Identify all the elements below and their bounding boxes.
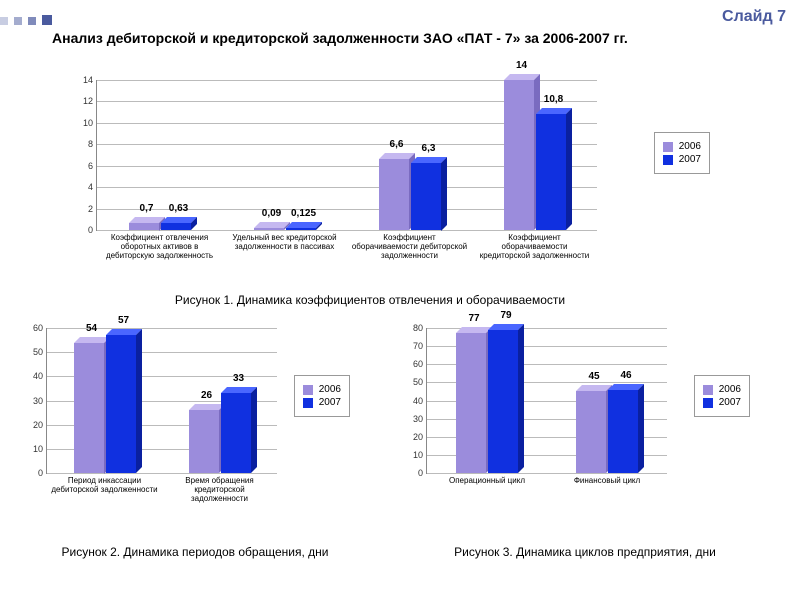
legend-2006: 2006: [719, 384, 741, 395]
legend-2006: 2006: [679, 141, 701, 152]
chart-2-caption: Рисунок 2. Динамика периодов обращения, …: [10, 545, 380, 559]
slide-number: Слайд 7: [722, 8, 786, 26]
legend-2007: 2007: [679, 154, 701, 165]
page-title: Анализ дебиторской и кредиторской задолж…: [52, 30, 786, 47]
chart-1-plot: 024681012140,70,63Коэффициент отвлечения…: [96, 80, 597, 231]
chart-3-plot: 010203040506070807779Операционный цикл45…: [426, 328, 667, 474]
legend-2007: 2007: [719, 397, 741, 408]
chart-3-legend: 2006 2007: [694, 375, 750, 417]
legend-2006: 2006: [319, 384, 341, 395]
legend-2007: 2007: [319, 397, 341, 408]
chart-3: 010203040506070807779Операционный цикл45…: [400, 320, 780, 550]
chart-1-legend: 2006 2007: [654, 132, 710, 174]
chart-2-legend: 2006 2007: [294, 375, 350, 417]
decorative-squares: [0, 12, 58, 30]
chart-3-caption: Рисунок 3. Динамика циклов предприятия, …: [400, 545, 770, 559]
chart-2-plot: 01020304050605457Период инкассации дебит…: [46, 328, 277, 474]
chart-2: 01020304050605457Период инкассации дебит…: [20, 320, 380, 550]
chart-1: 024681012140,70,63Коэффициент отвлечения…: [70, 72, 710, 287]
chart-1-caption: Рисунок 1. Динамика коэффициентов отвлеч…: [120, 293, 620, 307]
